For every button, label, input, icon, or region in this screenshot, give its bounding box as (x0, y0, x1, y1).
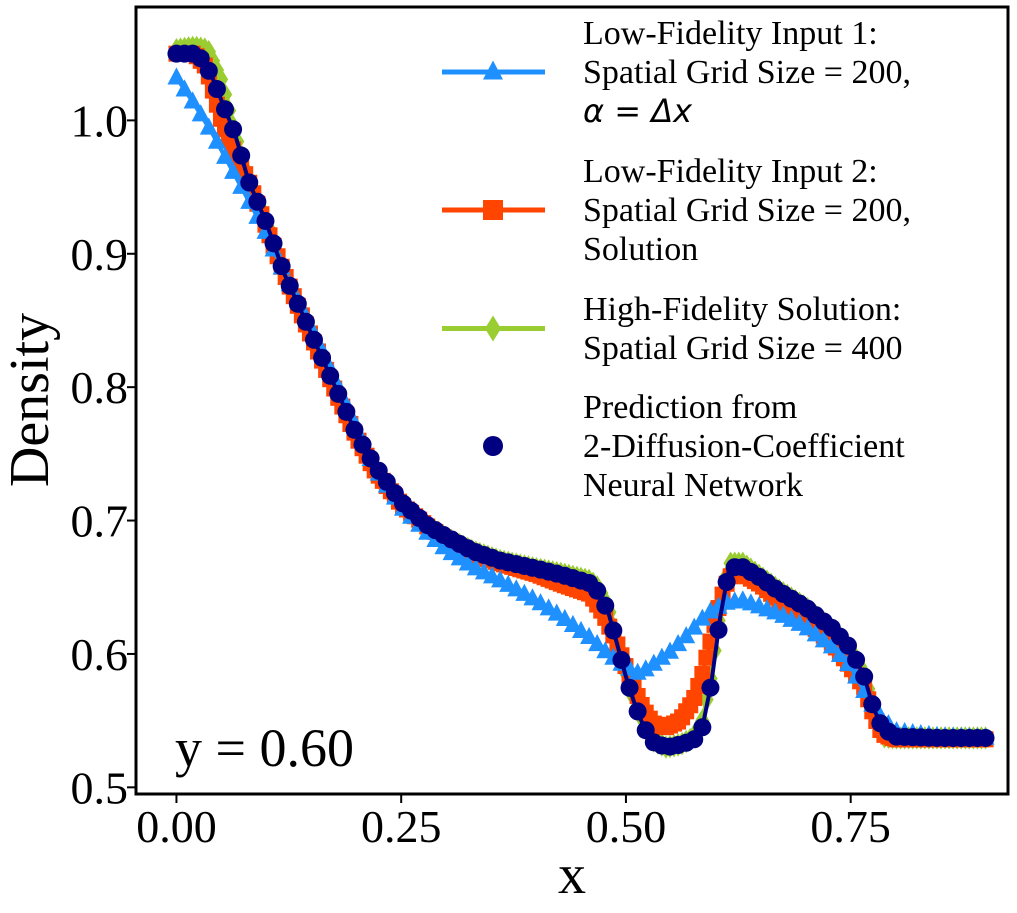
y-tick-label: 0.5 (71, 762, 129, 813)
data-point-triangle (191, 104, 210, 122)
data-point-circle (855, 667, 874, 686)
data-point-circle (240, 173, 259, 192)
data-point-circle (709, 620, 728, 639)
legend-entry-diamond: High-Fidelity Solution:Spatial Grid Size… (442, 291, 902, 367)
plot-frame (134, 5, 1010, 796)
data-point-triangle (224, 161, 243, 179)
data-point-triangle (596, 641, 615, 659)
data-point-circle (296, 312, 315, 331)
data-point-circle (207, 80, 226, 99)
data-point-triangle (701, 601, 720, 619)
x-tick-label: 0.00 (136, 801, 217, 852)
legend-label: Solution (583, 231, 698, 268)
y-axis-title: Density (0, 313, 61, 487)
data-point-circle (620, 678, 639, 697)
data-point-circle (280, 276, 299, 295)
y-tick-label: 1.0 (71, 95, 129, 146)
data-point-triangle (685, 617, 704, 635)
y-tick-label: 0.9 (71, 229, 129, 280)
data-point-triangle (175, 79, 194, 97)
x-axis-title: x (558, 844, 586, 906)
data-point-circle (717, 573, 736, 592)
legend-label: High-Fidelity Solution: (583, 291, 901, 328)
legend-marker-square (483, 200, 503, 220)
data-point-circle (628, 702, 647, 721)
data-point-triangle (199, 117, 218, 135)
data-point-triangle (636, 659, 655, 677)
data-point-triangle (207, 131, 226, 149)
axes-layer: 0.00 0.25 0.50 0.75 0.5 0.6 0.7 0.8 0.9 1.0 (71, 95, 891, 852)
legend-label: Low-Fidelity Input 2: (583, 153, 878, 190)
data-point-circle (215, 100, 234, 119)
data-point-circle (248, 192, 267, 211)
data-point-triangle (215, 146, 234, 164)
legend: Low-Fidelity Input 1:Spatial Grid Size =… (442, 15, 911, 504)
data-point-circle (701, 678, 720, 697)
data-point-circle (693, 718, 712, 737)
data-point-triangle (822, 636, 841, 654)
legend-math-label: α = Δx (583, 92, 693, 130)
data-point-circle (838, 636, 857, 655)
data-point-circle (313, 348, 332, 367)
legend-marker-triangle (483, 60, 503, 80)
legend-label: Low-Fidelity Input 1: (583, 15, 878, 52)
legend-marker-circle (483, 436, 503, 456)
data-point-circle (345, 420, 364, 439)
data-point-circle (337, 402, 356, 421)
data-point-circle (272, 257, 291, 276)
data-point-triangle (588, 633, 607, 652)
legend-entry-triangle: Low-Fidelity Input 1:Spatial Grid Size =… (442, 15, 911, 130)
data-point-triangle (830, 644, 849, 663)
data-point-circle (329, 384, 348, 403)
x-tick-label: 0.50 (586, 801, 667, 852)
data-point-square (686, 689, 703, 706)
series-diamond (169, 35, 993, 759)
data-point-circle (588, 581, 607, 600)
data-point-square (698, 649, 715, 666)
y-tick-label: 0.7 (71, 496, 129, 547)
series-layer (167, 35, 995, 759)
series-circle (167, 44, 995, 756)
legend-label: Spatial Grid Size = 200, (583, 192, 911, 229)
y-tick-label: 0.8 (71, 362, 129, 413)
data-point-circle (596, 596, 615, 615)
legend-label: Spatial Grid Size = 200, (583, 54, 911, 91)
x-tick-label: 0.25 (361, 801, 442, 852)
legend-label: Prediction from (583, 389, 797, 426)
annotation-label: y = 0.60 (175, 718, 354, 778)
data-point-circle (304, 330, 323, 349)
data-point-circle (612, 650, 631, 669)
data-point-triangle (644, 653, 663, 671)
legend-entry-circle: Prediction from2-Diffusion-CoefficientNe… (483, 389, 905, 504)
data-point-circle (256, 211, 275, 230)
data-point-circle (604, 621, 623, 640)
data-point-diamond (201, 40, 217, 64)
data-point-circle (976, 728, 995, 747)
data-point-diamond (213, 67, 229, 92)
data-point-triangle (183, 91, 202, 109)
data-point-triangle (677, 626, 696, 644)
data-point-circle (199, 61, 218, 80)
data-point-square (694, 665, 711, 682)
y-tick-label: 0.6 (71, 629, 129, 680)
x-tick-label: 0.75 (810, 801, 891, 852)
data-point-triangle (580, 626, 599, 645)
data-point-circle (863, 695, 882, 714)
data-point-circle (847, 650, 866, 669)
data-point-circle (288, 294, 307, 313)
legend-label: Spatial Grid Size = 400 (583, 330, 902, 367)
legend-label: Neural Network (583, 467, 803, 504)
data-point-circle (353, 435, 372, 454)
legend-entry-square: Low-Fidelity Input 2:Spatial Grid Size =… (442, 153, 911, 268)
legend-marker-diamond (485, 315, 501, 342)
data-point-triangle (167, 67, 186, 85)
series-square (168, 45, 994, 748)
data-point-triangle (652, 647, 671, 665)
data-point-circle (264, 234, 283, 253)
data-point-circle (224, 120, 243, 139)
data-point-circle (232, 146, 251, 165)
legend-label: 2-Diffusion-Coefficient (583, 428, 905, 465)
data-point-circle (321, 366, 340, 385)
